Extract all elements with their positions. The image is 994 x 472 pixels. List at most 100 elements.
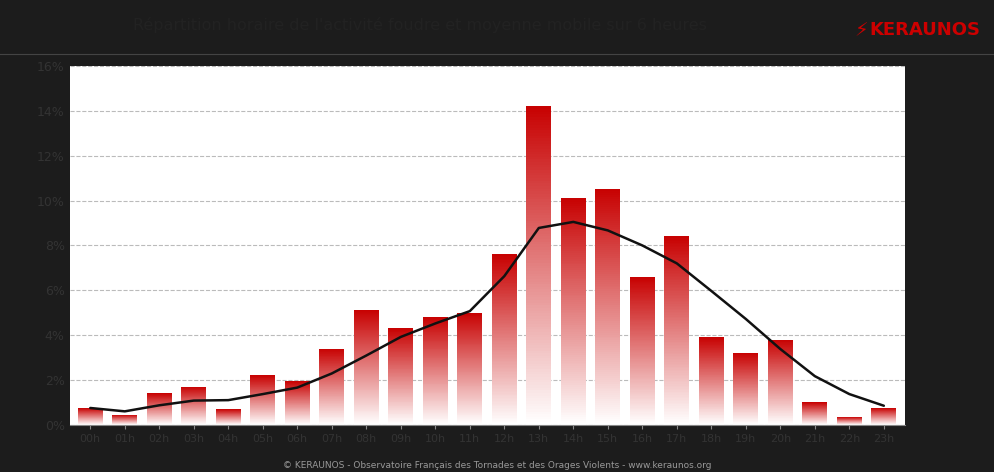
Bar	[527, 157, 552, 160]
Bar	[561, 361, 585, 362]
Bar	[527, 340, 552, 343]
Bar	[630, 360, 655, 361]
Bar	[561, 261, 585, 262]
Bar	[595, 421, 620, 423]
Bar	[354, 397, 379, 398]
Bar	[595, 342, 620, 345]
Bar	[319, 418, 344, 419]
Bar	[561, 313, 585, 315]
Bar	[527, 393, 552, 396]
Bar	[354, 350, 379, 351]
Bar	[664, 303, 689, 304]
Bar	[664, 405, 689, 406]
Bar	[492, 411, 517, 412]
Bar	[389, 329, 414, 330]
Bar	[699, 385, 724, 386]
Bar	[699, 405, 724, 406]
Bar	[595, 282, 620, 284]
Bar	[527, 313, 552, 316]
Bar	[389, 392, 414, 393]
Bar	[595, 413, 620, 415]
Bar	[768, 399, 793, 400]
Bar	[561, 306, 585, 308]
Bar	[561, 221, 585, 223]
Bar	[699, 339, 724, 340]
Bar	[422, 379, 447, 380]
Bar	[319, 349, 344, 350]
Bar	[422, 332, 447, 333]
Bar	[734, 398, 758, 399]
Bar	[768, 423, 793, 424]
Bar	[595, 362, 620, 364]
Bar	[389, 387, 414, 388]
Bar	[561, 312, 585, 313]
Bar	[699, 364, 724, 365]
Bar	[664, 419, 689, 420]
Bar	[457, 408, 482, 409]
Bar	[422, 385, 447, 386]
Bar	[527, 356, 552, 358]
Bar	[527, 337, 552, 340]
Bar	[561, 376, 585, 378]
Bar	[492, 388, 517, 389]
Bar	[319, 411, 344, 412]
Bar	[457, 348, 482, 349]
Bar	[699, 407, 724, 408]
Bar	[630, 338, 655, 340]
Bar	[595, 378, 620, 379]
Bar	[664, 313, 689, 315]
Bar	[734, 380, 758, 381]
Bar	[319, 390, 344, 391]
Bar	[768, 374, 793, 375]
Bar	[492, 353, 517, 354]
Bar	[561, 370, 585, 372]
Bar	[561, 240, 585, 242]
Bar	[664, 265, 689, 266]
Bar	[422, 336, 447, 337]
Bar	[457, 331, 482, 332]
Bar	[630, 315, 655, 316]
Bar	[630, 310, 655, 312]
Bar	[527, 319, 552, 321]
Bar	[768, 346, 793, 347]
Bar	[319, 370, 344, 371]
Bar	[527, 268, 552, 271]
Bar	[595, 391, 620, 394]
Bar	[527, 154, 552, 157]
Bar	[595, 384, 620, 386]
Bar	[768, 377, 793, 378]
Bar	[595, 217, 620, 219]
Bar	[561, 213, 585, 215]
Bar	[527, 263, 552, 266]
Bar	[389, 389, 414, 390]
Bar	[734, 407, 758, 408]
Bar	[630, 277, 655, 278]
Bar	[664, 337, 689, 338]
Bar	[699, 388, 724, 389]
Bar	[492, 322, 517, 324]
Bar	[527, 127, 552, 130]
Bar	[422, 414, 447, 415]
Bar	[457, 332, 482, 333]
Bar	[664, 379, 689, 381]
Bar	[699, 380, 724, 381]
Bar	[422, 339, 447, 340]
Bar	[561, 227, 585, 228]
Bar	[422, 333, 447, 334]
Bar	[457, 356, 482, 357]
Bar	[354, 417, 379, 418]
Bar	[561, 198, 585, 200]
Bar	[354, 378, 379, 379]
Bar	[561, 366, 585, 368]
Bar	[561, 355, 585, 357]
Bar	[389, 397, 414, 398]
Bar	[768, 420, 793, 421]
Bar	[527, 204, 552, 207]
Bar	[422, 415, 447, 416]
Bar	[734, 396, 758, 397]
Bar	[492, 362, 517, 364]
Bar	[319, 388, 344, 389]
Bar	[354, 346, 379, 347]
Bar	[561, 259, 585, 261]
Bar	[492, 405, 517, 406]
